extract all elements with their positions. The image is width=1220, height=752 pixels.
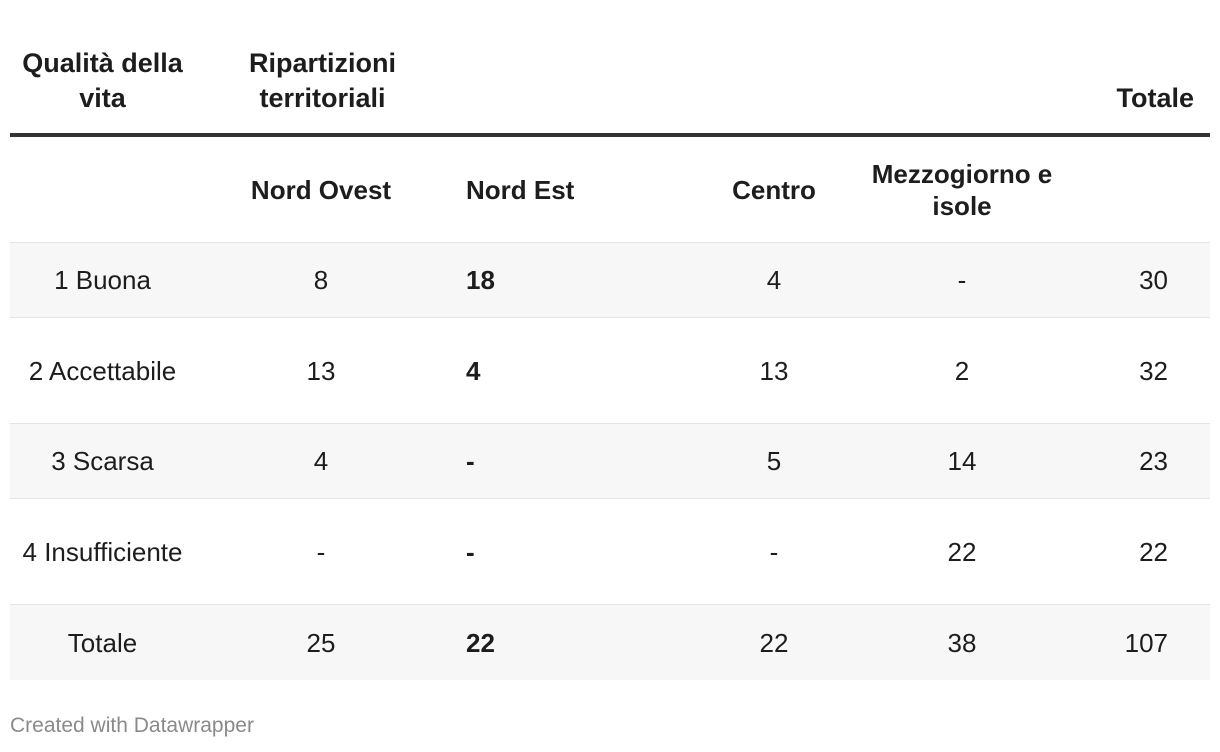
row-label: 1 Buona	[54, 265, 151, 295]
table-cell: -	[466, 536, 475, 567]
table-cell: 22	[759, 627, 789, 658]
table-row: Totale 25 22 22 38 107	[10, 605, 1210, 680]
data-table: Qualità della vita Ripartizioni territor…	[10, 0, 1210, 680]
table-body: Nord Ovest Nord Est Centro Mezzogiorno e is…	[10, 137, 1210, 680]
table-cell: 22	[466, 627, 495, 658]
table-cell: 18	[466, 265, 495, 295]
table-cell: 4	[466, 355, 481, 386]
row-label: Totale	[67, 627, 138, 658]
table-cell: 4	[766, 265, 782, 295]
header-totale: Totale	[1116, 83, 1194, 113]
table-cell: 13	[306, 355, 336, 386]
table-cell: 22	[1139, 536, 1168, 567]
table-cell: 38	[947, 627, 977, 658]
table-cell: 13	[759, 355, 789, 386]
subheader-cell: Nord Est	[466, 174, 575, 205]
subheader-cell: Centro	[732, 174, 816, 205]
table-cell: -	[957, 265, 967, 295]
header-qualita-vita: Qualità della vita	[22, 48, 183, 113]
table-cell: 107	[1124, 627, 1168, 658]
row-label: 3 Scarsa	[51, 446, 154, 476]
footer-credit: Created with Datawrapper	[10, 714, 254, 737]
table-cell: 5	[766, 446, 782, 476]
table-row: 1 Buona 8 18 4 - 30	[10, 243, 1210, 318]
table-row: 3 Scarsa 4 - 5 14 23	[10, 424, 1210, 499]
table-cell: 23	[1139, 446, 1168, 476]
table-cell: -	[769, 536, 779, 567]
table-cell: 4	[313, 446, 329, 476]
table-cell: 22	[947, 536, 977, 567]
table-cell: -	[466, 446, 475, 476]
table-row: 4 Insufficiente - - - 22 22	[10, 499, 1210, 605]
table-cell: 14	[947, 446, 977, 476]
table-cell: 8	[313, 265, 329, 295]
header-ripartizioni: Ripartizioni territoriali	[249, 48, 396, 113]
row-label: 2 Accettabile	[28, 355, 177, 386]
row-label: 4 Insufficiente	[22, 536, 183, 567]
subheader-cell: Nord Ovest	[250, 174, 392, 205]
subheader-cell: Mezzogiorno e isole	[871, 158, 1053, 221]
table-cell: 2	[954, 355, 970, 386]
table-cell: -	[316, 536, 326, 567]
subheader-row: Nord Ovest Nord Est Centro Mezzogiorno e is…	[10, 137, 1210, 243]
table-cell: 25	[306, 627, 336, 658]
table-cell: 30	[1139, 265, 1168, 295]
table-header: Qualità della vita Ripartizioni territor…	[10, 0, 1210, 137]
table-cell: 32	[1139, 355, 1168, 386]
table-row: 2 Accettabile 13 4 13 2 32	[10, 318, 1210, 424]
